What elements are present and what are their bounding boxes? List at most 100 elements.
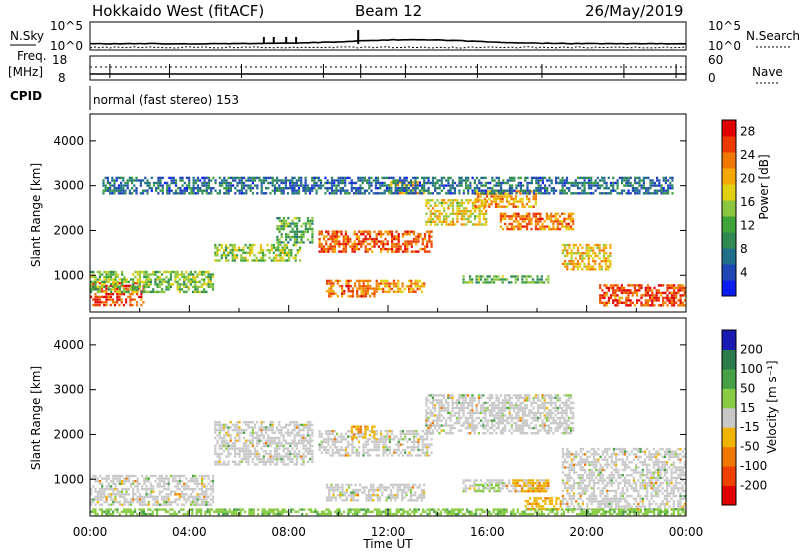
power-region-8 <box>425 199 488 226</box>
velocity-region-7 <box>512 479 550 493</box>
colorbar-tick-label: 12 <box>740 219 755 233</box>
nsearch-tick-top: 10^5 <box>708 19 741 33</box>
colorbar-tick-label: 50 <box>740 381 755 395</box>
nsky-spikes <box>262 30 360 44</box>
power-ylabel: Slant Range [km] <box>29 163 43 267</box>
x-tick-label: 00:00 <box>669 525 704 539</box>
nsearch-tick-bottom: 10^0 <box>708 39 741 53</box>
colorbar-tick-label: 100 <box>740 362 763 376</box>
x-tick-label: 12:00 <box>371 525 406 539</box>
velocity-region-11 <box>325 483 426 502</box>
velocity-region-1 <box>214 421 314 466</box>
power-region-5 <box>325 279 376 298</box>
colorbar-swatch <box>722 264 736 281</box>
velocity-region-0 <box>90 474 215 506</box>
power-cells <box>90 176 686 307</box>
y-tick-label: 2000 <box>53 427 84 441</box>
cpid-value: normal (fast stereo) 153 <box>93 93 239 107</box>
x-tick-label: 16:00 <box>470 525 505 539</box>
colorbar-tick-label: 28 <box>740 125 755 139</box>
colorbar-swatch <box>722 152 736 169</box>
x-axis: 00:00 04:00 08:00 12:00 16:00 20:00 00:00 <box>73 525 704 539</box>
nave-label: Nave <box>752 65 783 79</box>
y-tick-label: 1000 <box>53 268 84 282</box>
power-colorbar: 4 8 12 16 20 24 28 <box>721 119 755 297</box>
power-region-3 <box>276 217 314 244</box>
y-tick-label: 2000 <box>53 223 84 237</box>
power-region-14 <box>102 176 674 195</box>
colorbar-swatch <box>722 200 736 217</box>
x-axis-label: Time UT <box>362 537 413 551</box>
nsky-label: N.Sky <box>10 29 44 43</box>
y-tick-label: 4000 <box>53 338 84 352</box>
freq-tick-top: 18 <box>52 53 67 67</box>
power-panel: 1000 2000 3000 4000 <box>53 113 687 313</box>
freq-marks <box>109 64 677 78</box>
freq-label-line1: Freq. <box>17 49 47 63</box>
colorbar-frame <box>721 329 737 506</box>
colorbar-swatch <box>722 168 736 185</box>
x-tick-label: 04:00 <box>172 525 207 539</box>
date-label: 26/May/2019 <box>585 2 683 20</box>
nave-tick-top: 60 <box>708 53 723 67</box>
colorbar-swatch <box>722 368 736 389</box>
panel-frame <box>89 113 687 313</box>
colorbar-tick-label: 8 <box>740 242 748 256</box>
colorbar-tick-label: 24 <box>740 148 755 162</box>
colorbar-swatch <box>722 330 736 350</box>
power-colorbar-label: Power [dB] <box>757 154 771 219</box>
power-region-10 <box>499 212 575 231</box>
colorbar-tick-label: 4 <box>740 266 748 280</box>
colorbar-swatch <box>722 349 736 370</box>
freq-panel-frame <box>89 55 687 81</box>
colorbar-swatch <box>722 466 736 487</box>
power-region-12 <box>561 243 612 271</box>
y-tick-label: 1000 <box>53 472 84 486</box>
colorbar-tick-label: -100 <box>740 459 767 473</box>
velocity-colorbar-label: Velocity [m s⁻¹] <box>765 360 779 453</box>
nsearch-label: N.Search <box>746 29 800 43</box>
nsky-panel-frame <box>89 21 687 51</box>
x-tick-label: 00:00 <box>73 525 108 539</box>
colorbar-tick-label: 16 <box>740 195 755 209</box>
velocity-panel: 1000 2000 3000 4000 <box>53 317 687 517</box>
power-region-6 <box>375 279 426 293</box>
x-tick-label: 08:00 <box>271 525 306 539</box>
colorbar-swatch <box>722 427 736 448</box>
colorbar-tick-label: 20 <box>740 172 755 186</box>
y-tick-label: 3000 <box>53 179 84 193</box>
power-region-11 <box>462 275 550 284</box>
beam-label: Beam 12 <box>355 2 422 20</box>
colorbar-swatch <box>722 184 736 201</box>
nsearch-trace <box>89 46 687 49</box>
nsky-tick-bottom: 10^0 <box>50 39 83 53</box>
colorbar-swatch <box>722 280 736 297</box>
y-tick-label: 4000 <box>53 134 84 148</box>
velocity-colorbar: 200 100 50 15 -15 -50 -100 -200 <box>721 329 767 506</box>
power-region-1 <box>90 270 215 294</box>
freq-label-line2: [MHz] <box>8 65 43 79</box>
colorbar-tick-label: -200 <box>740 479 767 493</box>
nsky-trace <box>90 38 687 45</box>
velocity-region-6 <box>474 483 500 493</box>
y-tick-label: 3000 <box>53 383 84 397</box>
power-region-9 <box>474 190 537 208</box>
x-tick-label: 20:00 <box>569 525 604 539</box>
colorbar-swatch <box>722 407 736 428</box>
colorbar-tick-label: -50 <box>740 440 760 454</box>
colorbar-tick-label: 15 <box>740 401 755 415</box>
colorbar-frame <box>721 119 737 297</box>
velocity-region-2 <box>318 430 433 457</box>
colorbar-swatch <box>722 485 736 506</box>
velocity-region-10 <box>90 508 686 516</box>
colorbar-swatch <box>722 136 736 153</box>
velocity-region-4 <box>425 394 575 435</box>
power-region-0 <box>90 282 145 307</box>
colorbar-tick-label: -15 <box>740 420 760 434</box>
freq-tick-bottom: 8 <box>58 71 66 85</box>
power-region-4 <box>318 230 433 253</box>
velocity-cells <box>90 394 686 516</box>
colorbar-swatch <box>722 388 736 409</box>
power-region-2 <box>214 243 302 262</box>
